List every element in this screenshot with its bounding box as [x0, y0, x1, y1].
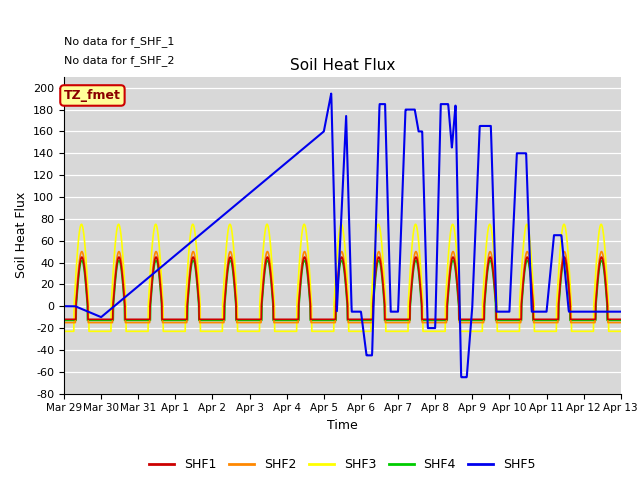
SHF2 [115, 249, 123, 254]
SHF1 [584, 316, 591, 322]
Y-axis label: Soil Heat Flux: Soil Heat Flux [15, 192, 28, 278]
SHF2 [568, 320, 575, 325]
SHF1 [115, 254, 123, 260]
Line: SHF5: SHF5 [64, 94, 621, 377]
SHF1 [504, 316, 512, 322]
Line: SHF1: SHF1 [64, 257, 621, 319]
SHF1 [371, 279, 379, 285]
Text: TZ_fmet: TZ_fmet [64, 89, 121, 102]
Text: No data for f_SHF_1: No data for f_SHF_1 [64, 36, 174, 47]
SHF4 [115, 257, 123, 263]
SHF4 [60, 318, 68, 324]
SHF5 [60, 303, 68, 309]
SHF3 [371, 248, 378, 253]
SHF5 [584, 309, 591, 314]
SHF4 [504, 318, 512, 324]
SHF1 [359, 316, 367, 322]
X-axis label: Time: Time [327, 419, 358, 432]
Line: SHF2: SHF2 [64, 252, 621, 323]
SHF5 [458, 374, 465, 380]
SHF2 [359, 320, 367, 325]
Line: SHF4: SHF4 [64, 260, 621, 321]
SHF1 [568, 316, 575, 322]
SHF3 [584, 328, 591, 334]
SHF4 [568, 318, 575, 324]
SHF2 [371, 274, 379, 279]
SHF2 [216, 320, 223, 325]
SHF3 [216, 328, 223, 334]
SHF5 [327, 91, 335, 96]
SHF5 [216, 216, 223, 221]
SHF3 [504, 328, 512, 334]
SHF4 [371, 284, 379, 289]
SHF5 [359, 322, 367, 328]
SHF2 [504, 320, 512, 325]
SHF3 [617, 328, 625, 334]
SHF4 [216, 318, 223, 324]
SHF3 [568, 328, 575, 334]
Legend: SHF1, SHF2, SHF3, SHF4, SHF5: SHF1, SHF2, SHF3, SHF4, SHF5 [144, 453, 541, 476]
SHF2 [60, 320, 68, 325]
SHF5 [568, 309, 576, 314]
SHF3 [449, 221, 456, 227]
SHF4 [584, 318, 591, 324]
SHF1 [617, 316, 625, 322]
SHF4 [617, 318, 625, 324]
SHF1 [216, 316, 223, 322]
SHF2 [584, 320, 591, 325]
SHF5 [617, 309, 625, 314]
SHF5 [371, 262, 379, 268]
SHF2 [617, 320, 625, 325]
Title: Soil Heat Flux: Soil Heat Flux [290, 58, 395, 73]
SHF1 [60, 316, 68, 322]
SHF3 [60, 328, 68, 334]
SHF4 [359, 318, 367, 324]
SHF5 [505, 309, 513, 314]
Text: No data for f_SHF_2: No data for f_SHF_2 [64, 55, 175, 66]
SHF3 [358, 328, 366, 334]
Line: SHF3: SHF3 [64, 224, 621, 331]
